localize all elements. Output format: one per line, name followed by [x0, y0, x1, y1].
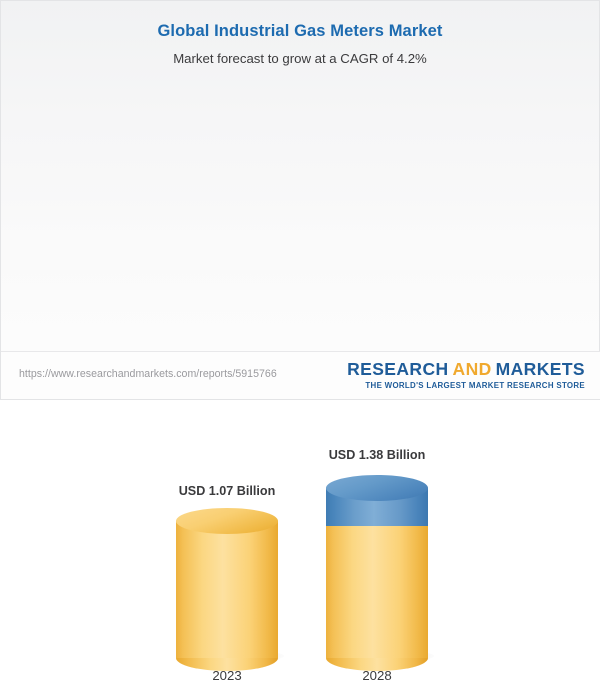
logo-word-research: RESEARCH	[347, 359, 449, 379]
value-label-2028: USD 1.38 Billion	[328, 448, 426, 462]
logo-word-and: AND	[452, 359, 492, 379]
category-label-2028: 2028	[362, 668, 392, 683]
value-label-2023: USD 1.07 Billion	[178, 484, 276, 498]
cylinder-top-2023	[176, 508, 278, 534]
logo-word-markets: MARKETS	[495, 359, 585, 379]
research-and-markets-logo[interactable]: RESEARCH AND MARKETS THE WORLD'S LARGEST M…	[347, 359, 585, 390]
chart-header: Global Industrial Gas Meters Market Mark…	[1, 21, 599, 67]
cylinder-top-2028	[326, 475, 428, 501]
cylinder-body-2028-base	[326, 521, 428, 658]
chart-subtitle: Market forecast to grow at a CAGR of 4.2…	[173, 51, 427, 66]
logo-tagline: THE WORLD'S LARGEST MARKET RESEARCH STOR…	[365, 381, 585, 390]
chart-title: Global Industrial Gas Meters Market	[157, 22, 443, 40]
chart-footer: https://www.researchandmarkets.com/repor…	[1, 351, 600, 399]
report-url[interactable]: https://www.researchandmarkets.com/repor…	[19, 368, 277, 380]
cylinder-body-2023-base	[176, 521, 278, 658]
category-label-2023: 2023	[212, 668, 242, 683]
logo-wordmark: RESEARCH AND MARKETS	[347, 359, 585, 379]
